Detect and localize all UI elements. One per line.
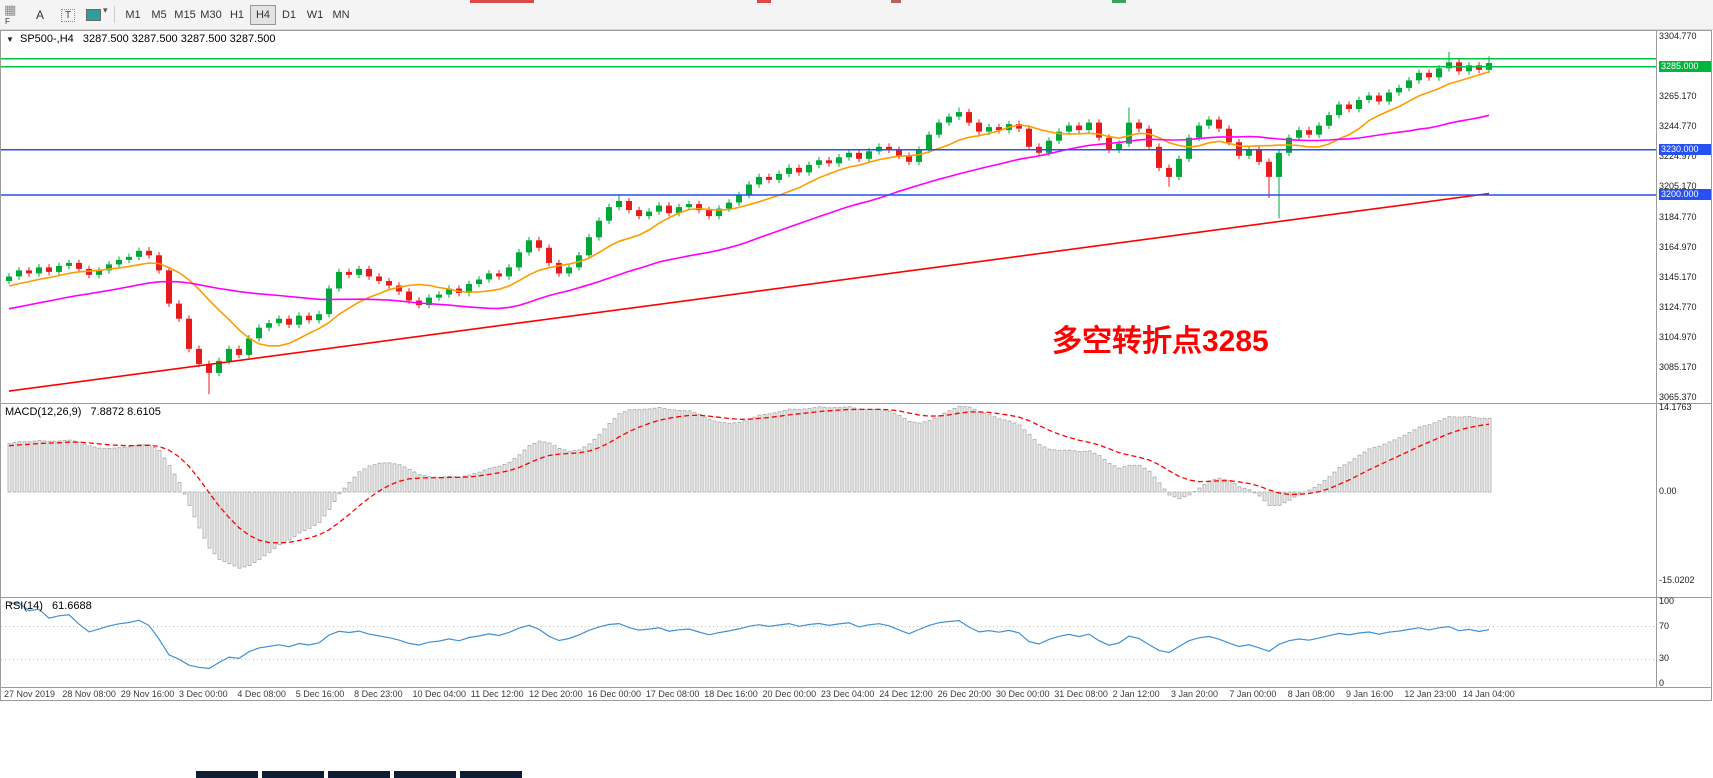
price-line-label: 3230.000 [1659, 144, 1711, 155]
label-tool-icon: T [60, 9, 76, 22]
rsi-axis-tick: 100 [1659, 596, 1675, 606]
time-axis-separator [0, 687, 1712, 688]
taskbar-window-peek [460, 771, 522, 778]
price-axis-separator [1656, 30, 1657, 688]
price-tick: 3265.170 [1659, 91, 1697, 101]
time-tick: 12 Jan 23:00 [1404, 689, 1457, 699]
collapse-marker-icon[interactable]: ▼ [6, 35, 14, 44]
time-tick: 9 Jan 16:00 [1346, 689, 1394, 699]
rsi-header: RSI(14) 61.6688 [5, 600, 92, 612]
macd-values: 7.8872 8.6105 [90, 406, 161, 418]
price-axis[interactable]: 3304.770 3265.170 3244.770 3224.970 3205.170… [1657, 0, 1713, 778]
pane-separator[interactable] [0, 597, 1712, 598]
pane-separator[interactable] [0, 403, 1712, 404]
macd-label: MACD(12,26,9) [5, 406, 82, 418]
time-tick: 28 Nov 08:00 [62, 689, 116, 699]
time-tick: 18 Dec 16:00 [704, 689, 758, 699]
timeframe-button-D1[interactable]: D1 [281, 9, 297, 21]
grid-icon[interactable]: ▦ [4, 2, 17, 17]
rsi-axis-tick: 30 [1659, 653, 1670, 663]
price-tick: 3304.770 [1659, 31, 1697, 41]
price-tick: 3065.370 [1659, 392, 1697, 402]
clipped-toolbar-artifact [1112, 0, 1126, 3]
timeframe-button-M1[interactable]: M1 [125, 9, 141, 21]
timeframe-button-M15[interactable]: M15 [174, 9, 196, 21]
toolbar: ▦ F A T ▾ M1 M5 M15 M30 H1 H4 D1 W1 MN [0, 0, 1713, 30]
price-tick: 3244.770 [1659, 121, 1697, 131]
taskbar-window-peek [196, 771, 258, 778]
rsi-axis-tick: 0 [1659, 678, 1665, 688]
label-tool-button[interactable]: T [56, 5, 80, 25]
macd-axis-tick: -15.0202 [1659, 575, 1695, 585]
annotation-text: 多空转折点3285 [1052, 325, 1269, 358]
timeframe-button-M5[interactable]: M5 [151, 9, 167, 21]
symbol-timeframe-label: SP500-,H4 [19, 33, 74, 45]
clipped-toolbar-artifact [891, 0, 901, 3]
time-tick: 23 Dec 04:00 [820, 689, 875, 699]
price-tick: 3205.170 [1659, 181, 1697, 191]
macd-axis-tick: 14.1763 [1659, 402, 1692, 412]
time-tick: 4 Dec 08:00 [237, 689, 286, 699]
price-tick: 3124.770 [1659, 302, 1697, 312]
price-chart-pane[interactable] [1, 31, 1656, 403]
chart-title: ▼ SP500-,H4 3287.500 3287.500 3287.500 3… [6, 33, 276, 45]
price-tick: 3145.170 [1659, 272, 1697, 282]
timeframe-button-H1[interactable]: H1 [229, 9, 245, 21]
time-tick: 20 Dec 00:00 [762, 689, 817, 699]
time-tick: 29 Nov 16:00 [120, 689, 175, 699]
macd-axis-tick: 0.00 [1659, 486, 1677, 496]
timeframe-button-W1[interactable]: W1 [306, 9, 324, 21]
time-tick: 2 Jan 12:00 [1112, 689, 1160, 699]
timeframe-button-MN[interactable]: MN [332, 9, 350, 21]
time-tick: 10 Dec 04:00 [412, 689, 466, 699]
time-tick: 3 Jan 20:00 [1171, 689, 1219, 699]
clipped-toolbar-artifact [470, 0, 534, 3]
time-tick: 24 Dec 12:00 [879, 689, 933, 699]
text-tool-button[interactable]: A [35, 8, 44, 22]
clipped-toolbar-artifact [757, 0, 771, 3]
f-label: F [5, 17, 10, 26]
taskbar-window-peek [262, 771, 324, 778]
time-tick: 7 Jan 00:00 [1229, 689, 1277, 699]
timeframe-button-H4[interactable]: H4 [250, 5, 276, 25]
price-tick: 3184.770 [1659, 212, 1697, 222]
time-tick: 30 Dec 00:00 [995, 689, 1050, 699]
time-tick: 17 Dec 08:00 [645, 689, 700, 699]
chevron-down-icon: ▾ [103, 5, 108, 15]
price-tick: 3224.970 [1659, 151, 1697, 161]
taskbar-window-peek [394, 771, 456, 778]
macd-header: MACD(12,26,9) 7.8872 8.6105 [5, 406, 161, 418]
time-tick: 5 Dec 16:00 [295, 689, 345, 699]
time-tick: 8 Jan 08:00 [1287, 689, 1335, 699]
ohlc-values: 3287.500 3287.500 3287.500 3287.500 [82, 33, 276, 45]
time-tick: 8 Dec 23:00 [354, 689, 403, 699]
time-tick: 31 Dec 08:00 [1054, 689, 1108, 699]
time-tick: 3 Dec 00:00 [179, 689, 228, 699]
rsi-axis-tick: 70 [1659, 621, 1670, 631]
rsi-indicator-pane[interactable] [1, 598, 1656, 687]
toolbar-separator [114, 6, 115, 23]
rsi-value: 61.6688 [51, 600, 92, 612]
macd-indicator-pane[interactable] [1, 404, 1656, 597]
time-tick: 12 Dec 20:00 [529, 689, 583, 699]
time-axis[interactable]: 27 Nov 2019 28 Nov 08:00 29 Nov 16:00 3 Dec… [0, 689, 1655, 701]
taskbar-window-peek [328, 771, 390, 778]
price-line-label: 3200.000 [1659, 189, 1711, 200]
timeframe-button-M30[interactable]: M30 [200, 9, 222, 21]
price-tick: 3104.970 [1659, 332, 1697, 342]
price-line-label: 3285.000 [1659, 61, 1711, 72]
price-tick: 3085.170 [1659, 362, 1697, 372]
time-tick: 16 Dec 00:00 [587, 689, 642, 699]
color-swatch [86, 9, 101, 21]
rsi-label: RSI(14) [5, 600, 43, 612]
time-tick: 11 Dec 12:00 [470, 689, 524, 699]
time-tick: 26 Dec 20:00 [937, 689, 992, 699]
time-tick: 14 Jan 04:00 [1462, 689, 1515, 699]
palette-icon[interactable]: ▾ [86, 5, 112, 22]
price-tick: 3164.970 [1659, 242, 1697, 252]
time-tick: 27 Nov 2019 [4, 689, 56, 699]
